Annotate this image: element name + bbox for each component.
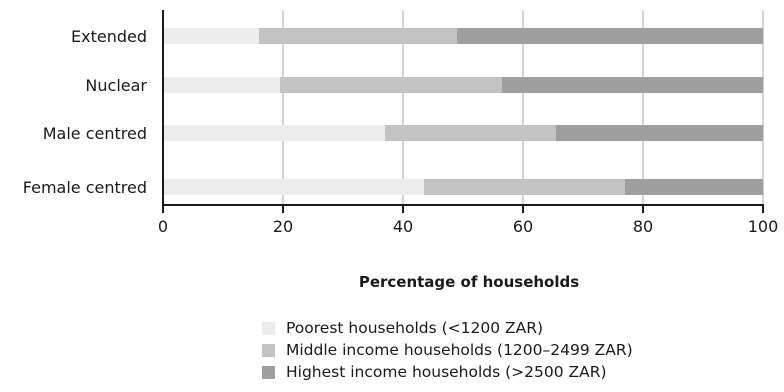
category-label: Female centred [23,178,147,197]
bar-segment [457,28,763,44]
legend-label: Middle income households (1200–2499 ZAR) [286,341,633,359]
category-label: Nuclear [85,76,147,95]
legend-swatch [262,343,275,357]
bar-segment [280,77,502,93]
x-tick-label: 100 [748,217,779,236]
bar-segment [163,179,424,195]
bar-segment [163,28,259,44]
category-labels: Extended Nuclear Male centred Female centre… [23,27,148,197]
legend: Poorest households (<1200 ZAR) Middle in… [262,317,633,383]
x-tick-label: 80 [633,217,653,236]
legend-item: Middle income households (1200–2499 ZAR) [262,339,633,361]
x-tick-label: 60 [513,217,533,236]
x-tick-labels: 0 20 40 60 80 100 [158,217,778,236]
bar-segment [163,125,385,141]
legend-swatch [262,365,275,379]
bars [163,28,763,195]
x-tick-label: 0 [158,217,168,236]
legend-item: Poorest households (<1200 ZAR) [262,317,633,339]
bar-segment [163,77,280,93]
legend-label: Poorest households (<1200 ZAR) [286,319,544,337]
bar-segment [556,125,763,141]
bar-segment [259,28,457,44]
category-label: Extended [71,27,147,46]
category-label: Male centred [43,124,147,143]
bar-segment [502,77,763,93]
x-tick-label: 40 [393,217,413,236]
x-tick-label: 20 [273,217,293,236]
legend-label: Highest income households (>2500 ZAR) [286,363,607,381]
axes [162,10,764,213]
bar-segment [625,179,763,195]
bar-segment [385,125,556,141]
legend-swatch [262,321,275,335]
legend-item: Highest income households (>2500 ZAR) [262,361,633,383]
bar-segment [424,179,625,195]
x-axis-title: Percentage of households [359,273,579,291]
